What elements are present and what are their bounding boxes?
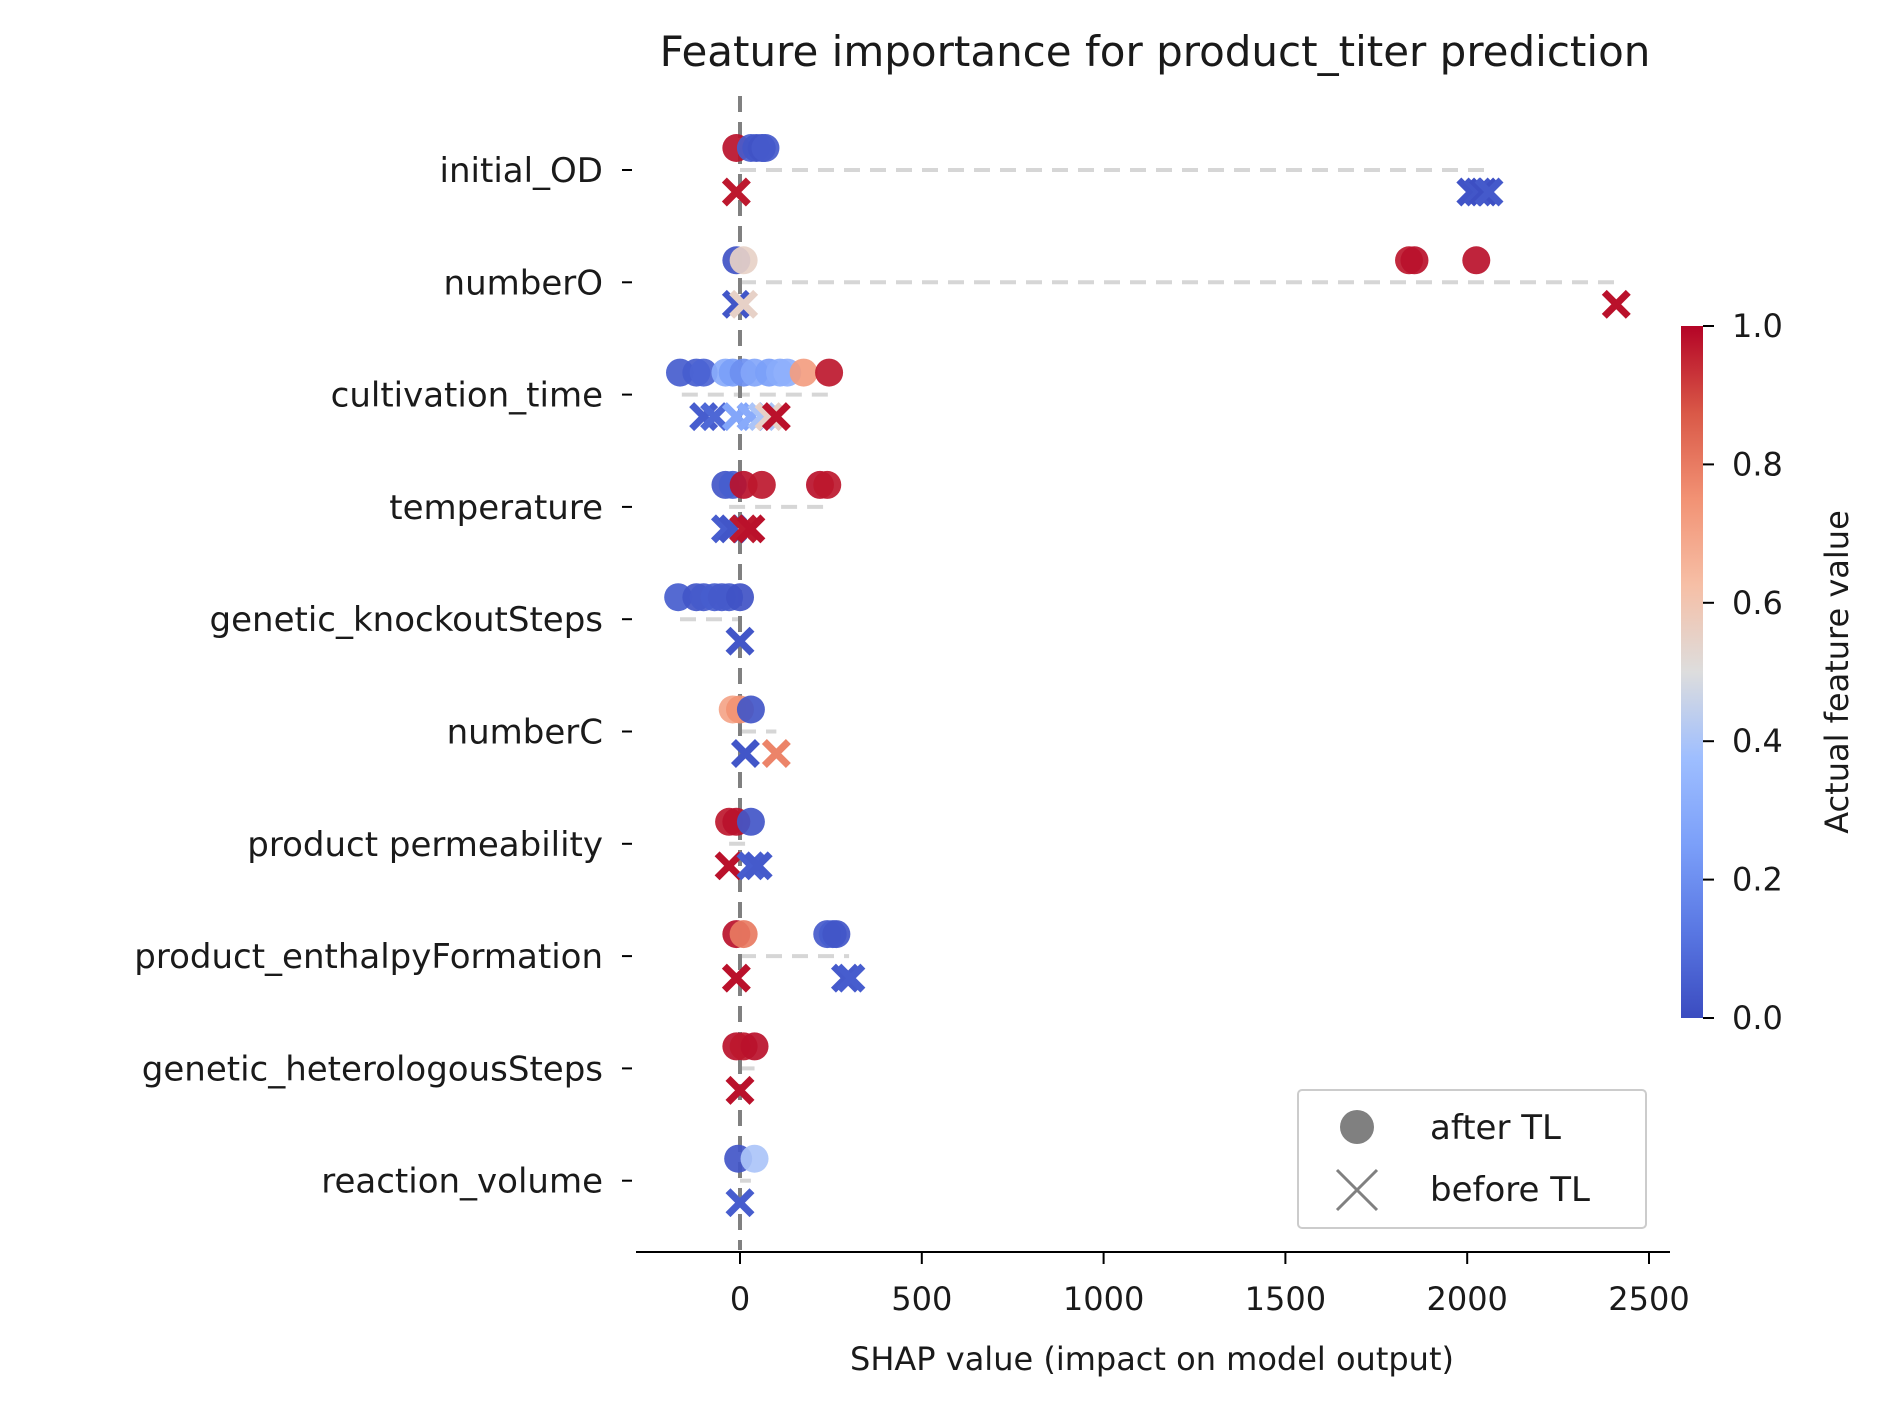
after-tl-point [729, 920, 758, 949]
feature-label: cultivation_time [331, 376, 603, 416]
legend-after-marker [1340, 1110, 1374, 1144]
feature-label: product permeability [247, 825, 603, 865]
before-tl-point [725, 1188, 755, 1218]
feature-label: product_enthalpyFormation [134, 937, 603, 977]
feature-label: reaction_volume [321, 1162, 603, 1202]
before-tl-point [730, 739, 760, 768]
before-tl-point [721, 963, 751, 993]
x-tick-label: 0 [730, 1280, 750, 1318]
after-tl-point [789, 358, 818, 387]
after-tl-point [813, 470, 842, 499]
feature-label: genetic_heterologousSteps [142, 1049, 603, 1089]
after-tl-point [740, 1032, 769, 1061]
after-tl-point [751, 134, 780, 162]
feature-label: numberO [444, 263, 603, 303]
before-tl-point [1469, 177, 1499, 207]
colorbar-tick-label: 1.0 [1732, 307, 1783, 345]
before-tl-point [761, 739, 791, 768]
before-tl-point [736, 851, 766, 881]
after-tl-points [664, 134, 1491, 1173]
x-tick-label: 1000 [1063, 1280, 1144, 1318]
colorbar-tick-label: 0.6 [1732, 584, 1783, 622]
before-tl-point [721, 177, 751, 207]
legend-after-label: after TL [1430, 1108, 1561, 1148]
feature-label: genetic_knockoutSteps [210, 600, 603, 640]
legend-before-label: before TL [1430, 1170, 1590, 1210]
before-tl-point [729, 289, 759, 319]
before-tl-point [725, 626, 755, 656]
before-tl-point [761, 402, 791, 432]
before-tl-points [689, 177, 1631, 1218]
legend-frame [1297, 1089, 1647, 1229]
colorbar-tick-label: 0.2 [1732, 861, 1783, 899]
after-tl-point [815, 358, 844, 387]
after-tl-point [736, 807, 765, 836]
after-tl-point [689, 358, 718, 387]
x-tick-label: 500 [891, 1280, 952, 1318]
after-tl-point [1400, 246, 1429, 275]
before-tl-point [1601, 289, 1631, 319]
colorbar [1681, 326, 1703, 1018]
before-tl-point [743, 851, 773, 881]
colorbar-title: Actual feature value [1818, 510, 1856, 834]
x-tick-label: 2000 [1426, 1280, 1507, 1318]
after-tl-point [740, 1144, 769, 1173]
before-tl-point [1463, 177, 1493, 207]
range-lines [680, 168, 1617, 1183]
legend-before-marker [1335, 1168, 1379, 1212]
before-tl-point [736, 514, 766, 544]
before-tl-point [721, 289, 751, 319]
before-tl-point [714, 851, 744, 881]
x-ticks: 0 500 1000 1500 2000 2500 [730, 1252, 1690, 1318]
before-tl-point [689, 402, 719, 432]
after-tl-point [747, 470, 776, 499]
chart-title: Feature importance for product_titer pre… [660, 27, 1651, 76]
before-tl-point [729, 514, 759, 544]
before-tl-point [725, 1075, 755, 1105]
before-tl-point [700, 402, 730, 432]
x-tick-label: 1500 [1245, 1280, 1326, 1318]
after-tl-point [729, 246, 758, 275]
colorbar-ticks: 0.0 0.2 0.4 0.6 0.8 1.0 [1703, 307, 1783, 1037]
colorbar-tick-label: 0.0 [1732, 999, 1783, 1037]
x-axis-title: SHAP value (impact on model output) [850, 1340, 1454, 1378]
before-tl-point [830, 963, 860, 993]
after-tl-point [736, 695, 765, 724]
legend: after TL before TL [1297, 1089, 1647, 1229]
feature-label: temperature [389, 488, 603, 528]
feature-label: initial_OD [440, 151, 603, 191]
colorbar-tick-label: 0.4 [1732, 722, 1783, 760]
before-tl-point [836, 963, 866, 993]
after-tl-point [822, 920, 851, 949]
colorbar-tick-label: 0.8 [1732, 445, 1783, 483]
before-tl-point [1474, 177, 1504, 207]
after-tl-point [726, 583, 754, 612]
feature-labels: initial_OD numberO cultivation_timetempera… [134, 151, 632, 1202]
before-tl-point [754, 402, 784, 432]
feature-label: numberC [447, 713, 603, 753]
after-tl-point [1462, 246, 1491, 275]
x-tick-label: 2500 [1608, 1280, 1689, 1318]
